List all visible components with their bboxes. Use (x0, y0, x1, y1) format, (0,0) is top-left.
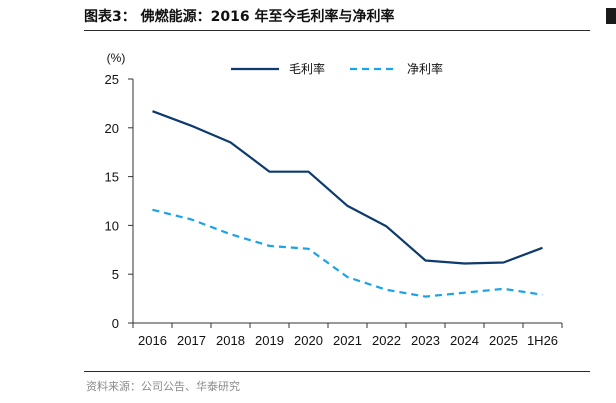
chart-legend: 毛利率 净利率 (231, 61, 443, 76)
x-tick-label: 2024 (450, 333, 479, 348)
y-axis-unit-label: (%) (107, 51, 126, 65)
x-tick-label: 2022 (372, 333, 401, 348)
x-tick-label: 2019 (255, 333, 284, 348)
legend-label-1: 净利率 (407, 61, 443, 76)
footer-divider (84, 371, 590, 372)
x-tick-label: 2021 (333, 333, 362, 348)
series-line-0 (152, 110, 543, 265)
y-tick-label: 10 (105, 218, 119, 233)
x-tick-label: 2023 (411, 333, 440, 348)
y-tick-label: 5 (112, 267, 119, 282)
x-tick-label: 1H26 (527, 333, 558, 348)
x-tick-label: 2018 (216, 333, 245, 348)
series-line-1 (152, 208, 543, 298)
y-tick-label: 15 (105, 170, 119, 185)
adjacent-page-edge (606, 8, 616, 24)
legend-label-0: 毛利率 (289, 61, 325, 76)
x-tick-label: 2025 (489, 333, 518, 348)
title-divider (84, 30, 590, 31)
y-tick-label: 20 (105, 121, 119, 136)
figure-title: 图表3： 佛燃能源：2016 年至今毛利率与净利率 (84, 9, 395, 25)
source-note: 资料来源：公司公告、华泰研究 (86, 380, 240, 393)
x-tick-label: 2016 (138, 333, 167, 348)
chart-series-group (152, 110, 543, 298)
figure-title-bar: 图表3： 佛燃能源：2016 年至今毛利率与净利率 (84, 6, 590, 28)
y-tick-label: 0 (112, 316, 119, 331)
x-tick-label: 2020 (294, 333, 323, 348)
y-tick-label: 25 (105, 72, 119, 87)
x-tick-label: 2017 (177, 333, 206, 348)
